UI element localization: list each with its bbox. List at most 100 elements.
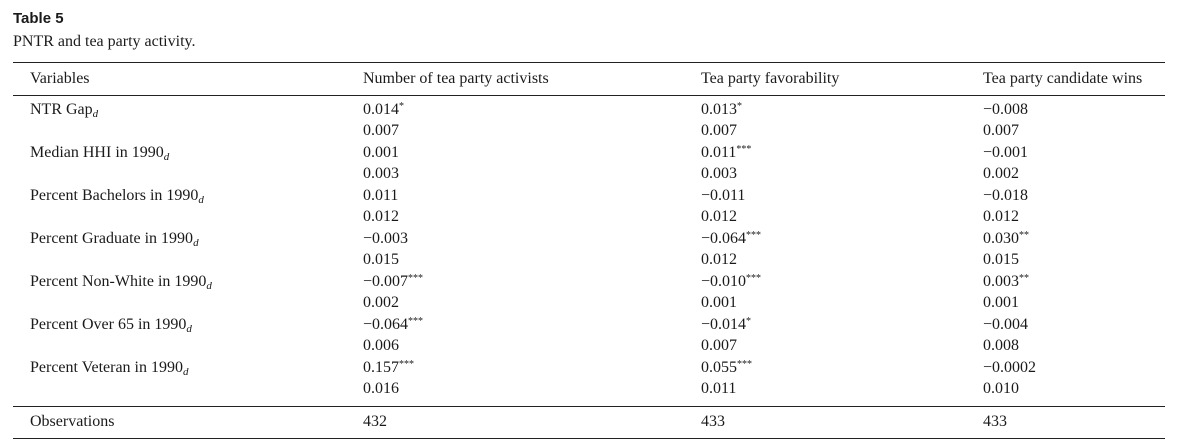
coefficient-value: −0.018 [983,187,1029,204]
observations-rule [13,406,1165,407]
coefficient-value: −0.003 [363,230,409,247]
standard-error-activists: 0.012 [363,208,399,225]
standard-error-activists: 0.007 [363,122,399,139]
significance-stars: ** [1019,273,1029,284]
significance-stars: *** [408,316,424,327]
coefficient-candidate-wins: −0.008 [983,100,1028,120]
standard-error-activists: 0.016 [363,380,399,397]
coefficient-candidate-wins: 0.030** [983,229,1029,249]
coefficient-value: −0.007 [363,273,409,290]
variable-subscript: d [163,151,170,163]
coefficient-favorability: 0.055*** [701,358,752,378]
significance-stars: *** [736,144,752,155]
coefficient-activists: 0.011 [363,186,398,206]
coefficient-activists: −0.003 [363,229,408,249]
table-subtitle: PNTR and tea party activity. [13,33,196,50]
variable-label-text: Percent Graduate in 1990 [30,230,194,247]
significance-stars: * [746,316,752,327]
variable-label: Percent Bachelors in 1990d [30,186,204,206]
coefficient-value: 0.030 [983,230,1019,247]
coefficient-value: −0.011 [701,187,746,204]
standard-error-candidate-wins: 0.015 [983,251,1019,268]
coefficient-value: 0.001 [363,144,399,161]
coefficient-value: −0.064 [363,316,409,333]
standard-error-favorability: 0.007 [701,337,737,354]
standard-error-favorability: 0.003 [701,165,737,182]
standard-error-candidate-wins: 0.012 [983,208,1019,225]
bottom-rule [13,438,1165,439]
standard-error-favorability: 0.007 [701,122,737,139]
variable-subscript: d [183,366,189,378]
variable-subscript: d [193,237,199,249]
significance-stars: *** [399,359,414,370]
coefficient-activists: 0.014* [363,100,404,120]
observations-activists: 432 [363,413,387,430]
table-title: Table 5 [13,10,64,27]
standard-error-favorability: 0.012 [701,208,737,225]
variable-label: Percent Non-White in 1990d [30,272,212,292]
coefficient-favorability: −0.014* [701,315,751,335]
standard-error-candidate-wins: 0.010 [983,380,1019,397]
coefficient-value: 0.014 [363,101,399,118]
significance-stars: *** [746,230,762,241]
significance-stars: *** [408,273,424,284]
standard-error-activists: 0.006 [363,337,399,354]
header-variables: Variables [30,70,90,87]
coefficient-favorability: −0.010*** [701,272,761,292]
variable-label-text: Percent Veteran in 1990 [30,359,183,376]
standard-error-activists: 0.003 [363,165,399,182]
header-tea-party-activists: Number of tea party activists [363,70,549,87]
observations-favorability: 433 [701,413,725,430]
standard-error-activists: 0.015 [363,251,399,268]
variable-label: Percent Graduate in 1990d [30,229,199,249]
variable-label-text: Median HHI in 1990 [30,144,164,161]
variable-label: Percent Veteran in 1990d [30,358,189,378]
coefficient-value: −0.001 [983,144,1029,161]
coefficient-favorability: 0.011*** [701,143,751,163]
coefficient-value: −0.004 [983,316,1029,333]
header-tea-party-candidate-wins: Tea party candidate wins [983,70,1143,87]
variable-label: NTR Gapd [30,100,98,120]
significance-stars: * [737,101,742,112]
standard-error-favorability: 0.012 [701,251,737,268]
coefficient-candidate-wins: 0.003** [983,272,1029,292]
coefficient-value: 0.157 [363,359,399,376]
standard-error-activists: 0.002 [363,294,399,311]
variable-label-text: Percent Over 65 in 1990 [30,316,187,333]
coefficient-value: 0.011 [701,144,737,161]
coefficient-value: −0.064 [701,230,747,247]
coefficient-candidate-wins: −0.018 [983,186,1028,206]
significance-stars: * [399,101,404,112]
variable-label-text: Percent Non-White in 1990 [30,273,207,290]
standard-error-candidate-wins: 0.002 [983,165,1019,182]
significance-stars: *** [737,359,752,370]
header-tea-party-favorability: Tea party favorability [701,70,840,87]
coefficient-value: −0.0002 [983,359,1037,376]
coefficient-candidate-wins: −0.004 [983,315,1028,335]
variable-subscript: d [206,280,212,292]
variable-label: Median HHI in 1990d [30,143,169,163]
coefficient-favorability: −0.064*** [701,229,761,249]
coefficient-candidate-wins: −0.0002 [983,358,1036,378]
observations-candidate-wins: 433 [983,413,1007,430]
standard-error-candidate-wins: 0.001 [983,294,1019,311]
coefficient-value: 0.055 [701,359,737,376]
variable-label: Percent Over 65 in 1990d [30,315,192,335]
significance-stars: *** [746,273,762,284]
coefficient-value: 0.011 [363,187,399,204]
observations-label: Observations [30,413,115,430]
coefficient-value: −0.008 [983,101,1029,118]
coefficient-activists: 0.001 [363,143,399,163]
significance-stars: ** [1019,230,1029,241]
standard-error-candidate-wins: 0.008 [983,337,1019,354]
standard-error-favorability: 0.001 [701,294,737,311]
coefficient-activists: −0.064*** [363,315,423,335]
variable-subscript: d [198,194,204,206]
standard-error-favorability: 0.011 [701,380,737,397]
header-rule [13,95,1165,96]
coefficient-value: 0.003 [983,273,1019,290]
coefficient-favorability: −0.011 [701,186,745,206]
coefficient-favorability: 0.013* [701,100,742,120]
variable-subscript: d [186,323,192,335]
coefficient-candidate-wins: −0.001 [983,143,1028,163]
